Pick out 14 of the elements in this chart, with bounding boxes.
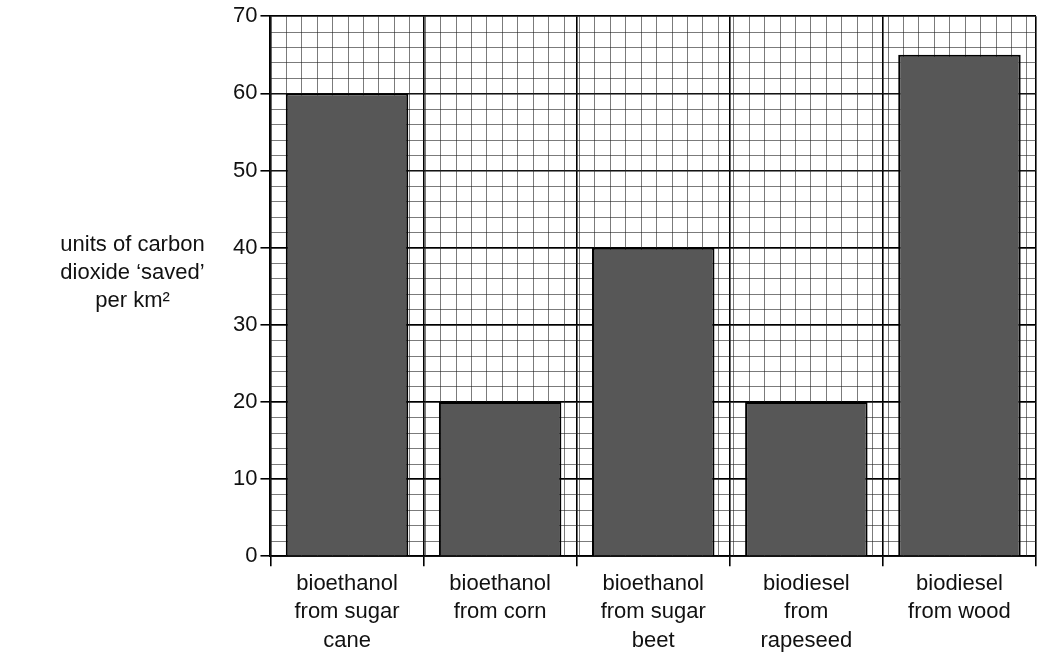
y-tick-label: 70 — [232, 2, 258, 28]
x-tick-label: biodiesel from rapeseed — [760, 569, 853, 652]
y-tick-label: 0 — [245, 542, 258, 568]
y-tick-label: 60 — [232, 79, 258, 105]
x-tick-label: bioethanol from corn — [449, 569, 551, 624]
x-tick-label: bioethanol from sugar cane — [294, 569, 400, 652]
x-tick-label: biodiesel from wood — [908, 569, 1011, 624]
y-tick-label: 20 — [232, 387, 258, 413]
y-tick-label: 40 — [232, 233, 258, 259]
y-tick-label: 30 — [232, 310, 258, 336]
y-axis-title: units of carbon dioxide ‘saved’ per km² — [59, 230, 206, 314]
x-tick-label: bioethanol from sugar beet — [600, 569, 706, 652]
y-tick-label: 50 — [232, 156, 258, 182]
y-tick-label: 10 — [232, 465, 258, 491]
